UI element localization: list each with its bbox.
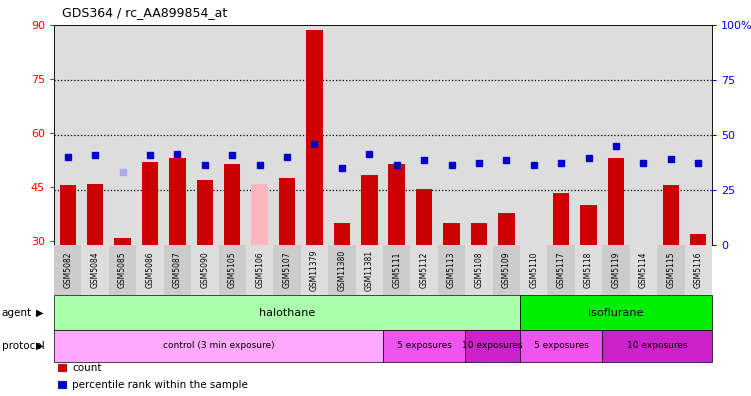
Bar bbox=[333, 223, 350, 245]
Text: GSM5112: GSM5112 bbox=[420, 252, 429, 288]
Text: GSM5087: GSM5087 bbox=[173, 252, 182, 288]
Text: count: count bbox=[72, 363, 101, 373]
Text: GSM5114: GSM5114 bbox=[639, 252, 648, 288]
Bar bbox=[114, 238, 131, 245]
Bar bbox=[279, 178, 295, 245]
Bar bbox=[498, 213, 514, 245]
Bar bbox=[197, 180, 213, 245]
Text: control (3 min exposure): control (3 min exposure) bbox=[163, 341, 274, 350]
Bar bbox=[443, 223, 460, 245]
Bar bbox=[59, 185, 76, 245]
Text: GSM5108: GSM5108 bbox=[475, 252, 484, 288]
Bar bbox=[87, 184, 104, 245]
Text: GSM5107: GSM5107 bbox=[282, 252, 291, 288]
Text: percentile rank within the sample: percentile rank within the sample bbox=[72, 380, 248, 390]
Bar bbox=[471, 223, 487, 245]
Text: GSM5118: GSM5118 bbox=[584, 252, 593, 288]
Text: agent: agent bbox=[2, 308, 32, 318]
Text: isoflurane: isoflurane bbox=[588, 308, 644, 318]
Text: GSM5085: GSM5085 bbox=[118, 252, 127, 288]
Text: 5 exposures: 5 exposures bbox=[397, 341, 451, 350]
Text: GSM5086: GSM5086 bbox=[146, 252, 155, 288]
Bar bbox=[361, 175, 378, 245]
Bar bbox=[224, 164, 240, 245]
Text: GSM5106: GSM5106 bbox=[255, 252, 264, 288]
Text: GSM5109: GSM5109 bbox=[502, 252, 511, 288]
Text: GSM5084: GSM5084 bbox=[91, 252, 100, 288]
Bar bbox=[252, 184, 268, 245]
Text: GDS364 / rc_AA899854_at: GDS364 / rc_AA899854_at bbox=[62, 6, 227, 19]
Text: GSM5119: GSM5119 bbox=[611, 252, 620, 288]
Bar bbox=[581, 206, 597, 245]
Bar bbox=[416, 189, 433, 245]
Text: protocol: protocol bbox=[2, 341, 44, 351]
Text: ▶: ▶ bbox=[36, 341, 44, 351]
Text: 5 exposures: 5 exposures bbox=[534, 341, 589, 350]
Text: 10 exposures: 10 exposures bbox=[627, 341, 687, 350]
Text: GSM5117: GSM5117 bbox=[556, 252, 566, 288]
Bar bbox=[306, 30, 323, 245]
Text: ▶: ▶ bbox=[36, 308, 44, 318]
Text: 10 exposures: 10 exposures bbox=[463, 341, 523, 350]
Bar bbox=[388, 164, 405, 245]
Text: halothane: halothane bbox=[259, 308, 315, 318]
Text: GSM5105: GSM5105 bbox=[228, 252, 237, 288]
Text: GSM5115: GSM5115 bbox=[666, 252, 675, 288]
Bar bbox=[608, 158, 624, 245]
Text: GSM11379: GSM11379 bbox=[310, 249, 319, 291]
Text: GSM5082: GSM5082 bbox=[63, 252, 72, 288]
Bar bbox=[553, 193, 569, 245]
Bar bbox=[142, 162, 158, 245]
Text: GSM5116: GSM5116 bbox=[694, 252, 703, 288]
Text: GSM5111: GSM5111 bbox=[392, 252, 401, 288]
Text: GSM11381: GSM11381 bbox=[365, 249, 374, 291]
Bar bbox=[635, 245, 652, 281]
Bar bbox=[690, 234, 707, 245]
Bar bbox=[169, 158, 185, 245]
Bar bbox=[526, 245, 542, 274]
Bar bbox=[662, 185, 679, 245]
Text: GSM5113: GSM5113 bbox=[447, 252, 456, 288]
Text: GSM11380: GSM11380 bbox=[337, 249, 346, 291]
Text: GSM5110: GSM5110 bbox=[529, 252, 538, 288]
Text: GSM5090: GSM5090 bbox=[201, 251, 210, 288]
